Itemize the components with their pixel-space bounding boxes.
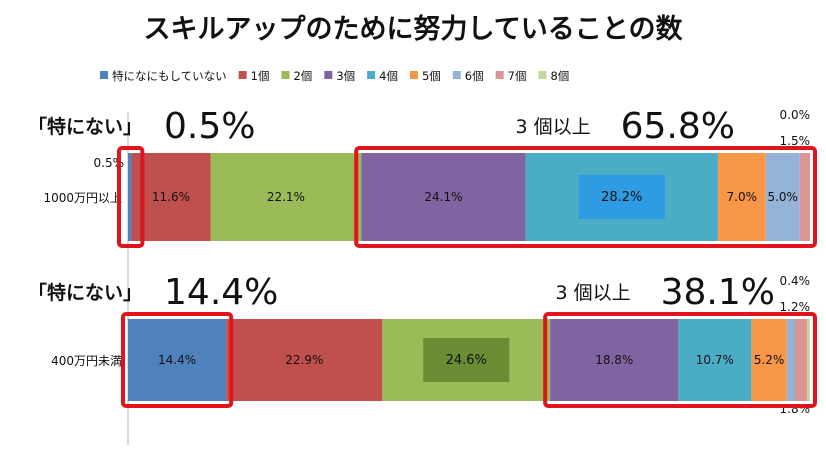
bar-value-label: 11.6% <box>152 190 190 204</box>
legend-swatch <box>452 71 461 79</box>
annotation-label: 3 個以上 <box>555 282 630 304</box>
bar-segment <box>678 319 752 401</box>
bar-value-label: 10.7% <box>696 353 734 367</box>
legend-entry: 特になにもしていない <box>112 69 227 83</box>
bar-value-label: 22.1% <box>267 190 305 204</box>
outside-value-label: 1.5% <box>780 134 811 148</box>
outside-value-label: 0.0% <box>780 108 811 122</box>
bars-layer: 1000万円以上 11.6% 22.1% 24.1% 28.2% 7.0% 5.0% 400万… <box>43 112 810 445</box>
label-highlight <box>578 175 665 219</box>
legend-entry: 8個 <box>550 69 569 83</box>
bar-value-label: 22.9% <box>285 353 323 367</box>
bar-value-label: 28.2% <box>601 190 642 205</box>
bar-segment <box>765 153 800 241</box>
legend-entry: 6個 <box>465 69 484 83</box>
outside-value-label: 0.5% <box>94 156 125 170</box>
legend-swatch <box>495 71 504 79</box>
bar-segment <box>794 319 808 401</box>
annotation-value: 38.1% <box>661 272 775 313</box>
bar-segment <box>361 153 526 241</box>
highlight-box <box>354 146 817 248</box>
bar-value-label: 14.4% <box>158 353 196 367</box>
bar-segment <box>210 153 362 241</box>
bar-segment <box>128 153 132 241</box>
legend-swatch <box>324 71 333 79</box>
bar-segment <box>128 319 227 401</box>
bar-segment <box>226 319 383 401</box>
legend-entry: 4個 <box>379 69 398 83</box>
annotation-label: 「特にない」 <box>28 115 142 138</box>
category-label: 1000万円以上 <box>43 191 122 205</box>
label-highlight <box>423 338 510 382</box>
legend-swatch <box>281 71 290 79</box>
bar-segment <box>807 319 810 401</box>
highlight-box <box>121 312 234 408</box>
legend-swatch <box>100 71 108 79</box>
bar-value-label: 18.8% <box>595 353 633 367</box>
bar-segment <box>717 153 766 241</box>
category-label: 400万円未満 <box>51 354 122 368</box>
annotations-layer: 0.5%0.0%1.5%0.4%1.2%1.8%「特にない」 0.5% 65.8%3… <box>28 106 818 416</box>
legend: 特になにもしていない 1個 2個 3個 4個 5個 6個 7個 8個 <box>100 69 569 83</box>
bar-value-label: 5.0% <box>767 190 798 204</box>
legend-entry: 2個 <box>293 69 312 83</box>
annotation-value: 14.4% <box>164 272 278 313</box>
highlight-box <box>117 146 145 248</box>
legend-swatch <box>409 71 418 79</box>
annotation-value: 65.8% <box>621 106 735 147</box>
legend-swatch <box>238 71 247 79</box>
bar-value-label: 24.6% <box>446 353 487 368</box>
annotation-label: 3 個以上 <box>515 116 590 138</box>
chart-title: スキルアップのために努力していることの数 <box>144 13 684 45</box>
bar-value-label: 24.1% <box>424 190 462 204</box>
bar-segment <box>751 319 787 401</box>
legend-entry: 5個 <box>422 69 441 83</box>
bar-value-label: 7.0% <box>727 190 758 204</box>
annotation-value: 0.5% <box>164 106 255 147</box>
annotation-label: 「特にない」 <box>28 281 142 304</box>
bar-segment <box>550 319 679 401</box>
highlight-box <box>543 312 818 408</box>
legend-entry: 7個 <box>508 69 527 83</box>
outside-value-label: 1.2% <box>780 300 811 314</box>
legend-entry: 3個 <box>336 69 355 83</box>
legend-entry: 1個 <box>251 69 270 83</box>
bar-segment <box>786 319 795 401</box>
bar-value-label: 5.2% <box>754 353 785 367</box>
legend-swatch <box>367 71 376 79</box>
bar-segment <box>799 153 810 241</box>
legend-swatch <box>538 71 547 79</box>
outside-value-label: 0.4% <box>780 274 811 288</box>
bar-segment <box>131 153 211 241</box>
